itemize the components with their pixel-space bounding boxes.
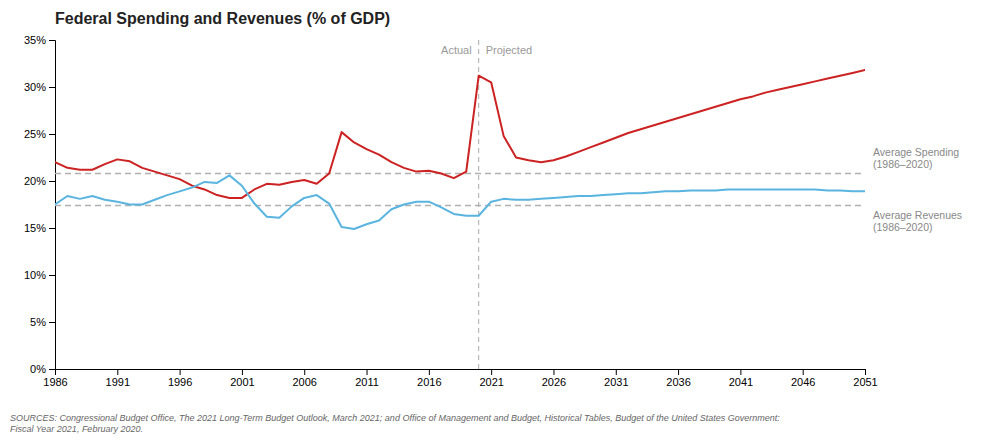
y-tick-label: 10% [24, 269, 46, 281]
x-tick-mark [803, 369, 804, 375]
projected-label: Projected [486, 44, 532, 56]
x-tick-mark [242, 369, 243, 375]
text-line: SOURCES: Congressional Budget Office, Th… [10, 413, 780, 423]
x-tick-mark [180, 369, 181, 375]
x-tick: 2041 [729, 369, 753, 388]
y-axis-line [49, 41, 56, 370]
x-tick-mark [367, 369, 368, 375]
x-tick-label: 2011 [355, 376, 379, 388]
plot-area: 1986 1991 1996 2001 2006 2011 2016 2021 2026 2031… [24, 34, 962, 388]
text-line: (1986–2020) [873, 221, 933, 233]
x-tick-mark [678, 369, 679, 375]
x-tick: 2051 [853, 369, 877, 388]
x-tick: 2036 [666, 369, 690, 388]
y-tick-mark [49, 275, 55, 276]
y-tick: 35% [24, 34, 55, 46]
y-tick-label: 0% [30, 363, 46, 375]
text-line: Average Revenues [873, 209, 962, 221]
text-line: Average Spending [873, 146, 959, 158]
x-tick-label: 2041 [729, 376, 753, 388]
chart: 1986 1991 1996 2001 2006 2011 2016 2021 2026 2031… [0, 0, 1000, 447]
x-tick-mark [491, 369, 492, 375]
x-tick: 1991 [106, 369, 130, 388]
y-tick-mark [49, 228, 55, 229]
y-axis: 0% 5% 10% 15% 20% 25% 30% 35% [24, 34, 56, 375]
source: SOURCES: Congressional Budget Office, Th… [10, 413, 780, 434]
x-tick: 2046 [791, 369, 815, 388]
y-tick: 10% [24, 269, 55, 281]
x-tick: 2016 [417, 369, 441, 388]
x-tick-label: 1986 [43, 376, 67, 388]
x-tick-label: 2016 [417, 376, 441, 388]
y-tick-mark [49, 181, 55, 182]
x-tick-label: 2006 [292, 376, 316, 388]
title: Federal Spending and Revenues (% of GDP) [55, 10, 390, 27]
average-label: Average Spending(1986–2020) [873, 146, 959, 170]
y-tick: 15% [24, 222, 55, 234]
average-label: Average Revenues(1986–2020) [873, 209, 962, 233]
x-tick-mark [865, 369, 866, 375]
y-tick-label: 30% [24, 81, 46, 93]
x-tick: 1996 [168, 369, 192, 388]
x-tick-label: 2036 [666, 376, 690, 388]
y-tick-mark [49, 134, 55, 135]
y-tick-label: 5% [30, 316, 46, 328]
x-tick-mark [740, 369, 741, 375]
y-tick-label: 20% [24, 175, 46, 187]
x-tick-label: 2046 [791, 376, 815, 388]
x-tick-mark [117, 369, 118, 375]
average-line [55, 205, 865, 207]
x-tick-label: 1991 [106, 376, 130, 388]
x-tick: 1986 [43, 369, 67, 388]
x-tick: 2026 [542, 369, 566, 388]
x-tick-label: 2021 [479, 376, 503, 388]
x-tick: 2021 [479, 369, 503, 388]
x-tick: 2001 [230, 369, 254, 388]
x-tick-label: 1996 [168, 376, 192, 388]
text-line: (1986–2020) [873, 158, 933, 170]
divider-line [478, 40, 479, 369]
x-tick: 2006 [292, 369, 316, 388]
annotation-texts: Average Spending(1986–2020)Average Reven… [441, 44, 962, 233]
y-tick: 20% [24, 175, 55, 187]
marks [55, 40, 865, 369]
series-line [55, 175, 865, 229]
x-axis-line [56, 370, 866, 376]
x-tick-label: 2026 [542, 376, 566, 388]
x-tick-mark [616, 369, 617, 375]
x-tick-mark [553, 369, 554, 375]
y-tick-mark [49, 87, 55, 88]
x-tick-label: 2001 [230, 376, 254, 388]
y-tick-mark [49, 322, 55, 323]
y-tick: 30% [24, 81, 55, 93]
x-tick-mark [429, 369, 430, 375]
y-tick: 25% [24, 128, 55, 140]
y-tick-mark [49, 40, 55, 41]
x-tick: 2011 [355, 369, 379, 388]
x-tick: 2031 [604, 369, 628, 388]
x-tick-label: 2031 [604, 376, 628, 388]
y-tick-mark [49, 369, 55, 370]
y-tick-label: 15% [24, 222, 46, 234]
y-tick-label: 25% [24, 128, 46, 140]
series-line [55, 70, 865, 198]
actual-label: Actual [441, 44, 472, 56]
y-tick-label: 35% [24, 34, 46, 46]
y-tick: 5% [30, 316, 55, 328]
x-tick-label: 2051 [853, 376, 877, 388]
x-tick-mark [304, 369, 305, 375]
y-tick: 0% [30, 363, 55, 375]
text-line: Fiscal Year 2021, February 2020. [10, 424, 143, 434]
x-axis: 1986 1991 1996 2001 2006 2011 2016 2021 2026 2031… [43, 369, 877, 388]
